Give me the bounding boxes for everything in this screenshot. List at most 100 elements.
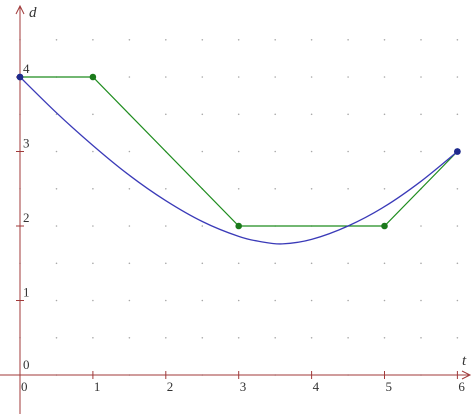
grid-dot [383, 150, 386, 153]
y-tick-label: 1 [23, 285, 30, 300]
grid-dot [128, 76, 131, 78]
grid-dot [310, 262, 313, 265]
y-tick-label: 2 [23, 210, 30, 225]
grid-dot [310, 150, 313, 153]
grid-dot [92, 39, 94, 41]
grid-dot [456, 299, 459, 302]
x-tick-label: 6 [458, 379, 465, 394]
grid-dot [274, 299, 277, 302]
grid-dot [274, 150, 277, 153]
y-axis-label: d [29, 5, 37, 21]
grid-dot [165, 262, 167, 265]
grid [19, 39, 459, 376]
grid-dot [237, 113, 240, 116]
grid-dot [55, 337, 58, 339]
grid-dot [456, 262, 459, 265]
grid-dot [128, 39, 131, 41]
grid-dot [165, 225, 167, 227]
grid-dot [420, 225, 422, 227]
grid-dot [274, 76, 277, 78]
x-tick-label: 3 [240, 379, 247, 394]
grid-dot [274, 113, 277, 116]
grid-dot [201, 262, 204, 265]
grid-dot [237, 76, 240, 78]
grid-dot [201, 225, 204, 227]
series-green-point [381, 222, 388, 230]
grid-dot [420, 150, 422, 153]
grid-dot [420, 299, 422, 302]
grid-dot [274, 262, 277, 265]
grid-dot [347, 337, 349, 339]
grid-dot [92, 188, 94, 190]
grid-dot [55, 150, 58, 153]
grid-dot [456, 113, 459, 116]
series-blue-endpoint [454, 148, 461, 155]
grid-dot [201, 150, 204, 153]
x-tick-label: 2 [167, 379, 174, 394]
grid-dot [347, 150, 349, 153]
grid-dot [347, 39, 349, 41]
grid-dot [237, 188, 240, 190]
grid-dot [201, 299, 204, 302]
grid-dot [420, 39, 422, 41]
grid-dot [92, 299, 94, 302]
grid-dot [165, 299, 167, 302]
grid-dot [347, 188, 349, 190]
grid-dot [165, 188, 167, 190]
y-tick-label: 4 [23, 61, 30, 76]
grid-dot [274, 337, 277, 339]
grid-dot [456, 225, 459, 227]
series-blue-curve [19, 76, 458, 245]
grid-dot [92, 337, 94, 339]
grid-dot [456, 76, 459, 78]
grid-dot [201, 76, 204, 78]
grid-dot [383, 299, 386, 302]
grid-dot [456, 337, 459, 339]
grid-dot [347, 299, 349, 302]
x-axis-arrow [461, 370, 472, 380]
grid-dot [310, 76, 313, 78]
grid-dot [420, 76, 422, 78]
labels: 0 1 2 3 4 5 6 1 2 3 4 0 t d [21, 5, 467, 394]
x-tick-label: 1 [94, 379, 101, 394]
x-tick-label: 5 [386, 379, 393, 394]
grid-dot [310, 337, 313, 339]
grid-dot [310, 188, 313, 190]
grid-dot [456, 188, 459, 190]
grid-dot [201, 337, 204, 339]
grid-dot [420, 113, 422, 116]
grid-dot [128, 188, 131, 190]
grid-dot [383, 113, 386, 116]
grid-dot [347, 76, 349, 78]
grid-dot [165, 113, 167, 116]
grid-dot [201, 113, 204, 116]
grid-dot [201, 39, 204, 41]
grid-dot [165, 76, 167, 78]
grid-dot [237, 39, 240, 41]
series-blue-endpoint [16, 73, 24, 81]
grid-dot [383, 39, 386, 41]
x-tick-label: 4 [313, 379, 320, 394]
grid-dot [55, 188, 58, 190]
y-axis-arrow [15, 4, 25, 15]
grid-dot [456, 39, 459, 41]
series-green-point [89, 73, 97, 81]
grid-dot [237, 262, 240, 265]
grid-dot [55, 262, 58, 265]
grid-dot [274, 39, 277, 41]
series-green-point [235, 222, 242, 230]
grid-dot [128, 225, 131, 227]
grid-dot [420, 337, 422, 339]
grid-dot [92, 150, 94, 153]
grid-dot [383, 76, 386, 78]
x-axis-label: t [462, 353, 467, 369]
y-tick-label: 3 [23, 136, 30, 151]
grid-dot [237, 337, 240, 339]
grid-dot [92, 113, 94, 116]
grid-dot [383, 337, 386, 339]
grid-dot [165, 39, 167, 41]
grid-dot [92, 225, 94, 227]
grid-dot [128, 262, 131, 265]
